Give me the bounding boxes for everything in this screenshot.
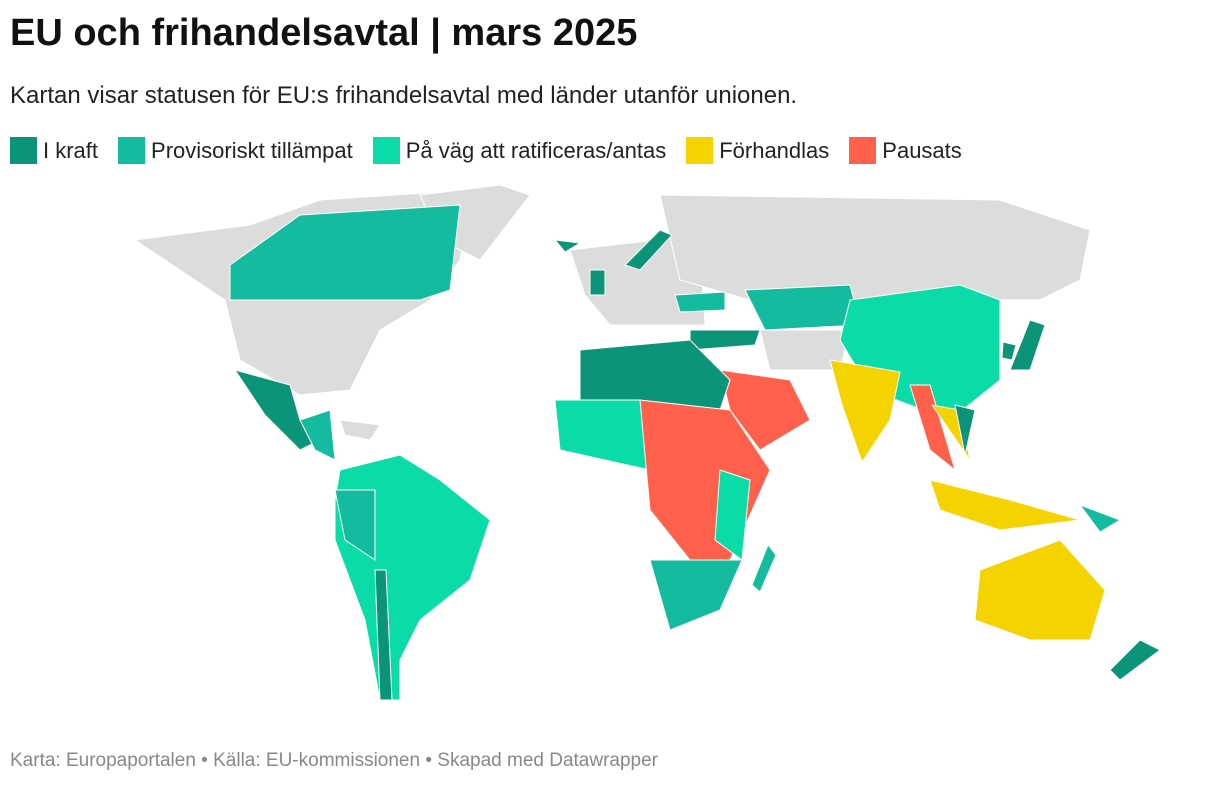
vietnam	[954, 404, 976, 456]
canada	[229, 204, 461, 301]
legend-item: Pausats	[849, 137, 962, 164]
korea	[1001, 341, 1017, 361]
japan	[1009, 319, 1046, 371]
north-africa	[579, 339, 731, 411]
chile	[374, 569, 393, 701]
legend-swatch	[849, 137, 877, 164]
new-zealand	[1109, 639, 1161, 681]
legend: I kraft Provisoriskt tillämpat På väg att …	[10, 137, 962, 164]
australia	[974, 539, 1106, 641]
west-africa	[554, 399, 651, 471]
legend-item: Provisoriskt tillämpat	[118, 137, 353, 164]
legend-item: På väg att ratificeras/antas	[372, 137, 667, 164]
papua-new-guinea	[1078, 503, 1122, 533]
southern-africa	[649, 559, 743, 631]
madagascar	[751, 544, 777, 593]
myanmar	[909, 384, 956, 472]
legend-swatch	[10, 137, 37, 164]
arabia	[719, 369, 811, 451]
legend-label: Provisoriskt tillämpat	[151, 137, 353, 163]
legend-item: Förhandlas	[686, 137, 829, 164]
indonesia	[929, 479, 1081, 531]
uk	[589, 269, 606, 296]
iceland	[553, 239, 582, 253]
status-countries	[229, 204, 1161, 701]
legend-swatch	[372, 137, 400, 164]
legend-label: På väg att ratificeras/antas	[405, 137, 667, 163]
norway	[624, 229, 673, 271]
ukraine	[674, 291, 726, 313]
legend-label: Pausats	[882, 137, 962, 163]
legend-item: I kraft	[10, 137, 98, 164]
world-map	[133, 184, 1161, 701]
central-asia	[744, 284, 861, 331]
subtitle: Kartan visar statusen för EU:s frihandel…	[10, 82, 798, 109]
footer: Karta: Europaportalen • Källa: EU-kommis…	[10, 750, 659, 771]
central-america	[299, 409, 336, 461]
title: EU och frihandelsavtal | mars 2025	[10, 12, 638, 54]
legend-label: Förhandlas	[719, 137, 830, 163]
legend-label: I kraft	[43, 137, 99, 163]
andes	[334, 489, 376, 561]
india	[829, 359, 901, 464]
legend-swatch	[118, 137, 146, 164]
caribbean	[339, 419, 381, 441]
legend-swatch	[686, 137, 714, 164]
turkey	[689, 329, 761, 351]
russia-asia	[659, 194, 1091, 301]
